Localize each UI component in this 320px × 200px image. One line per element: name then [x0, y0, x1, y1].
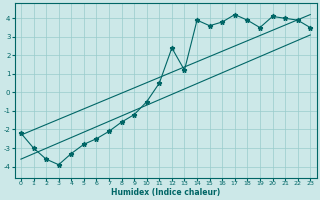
X-axis label: Humidex (Indice chaleur): Humidex (Indice chaleur): [111, 188, 220, 197]
